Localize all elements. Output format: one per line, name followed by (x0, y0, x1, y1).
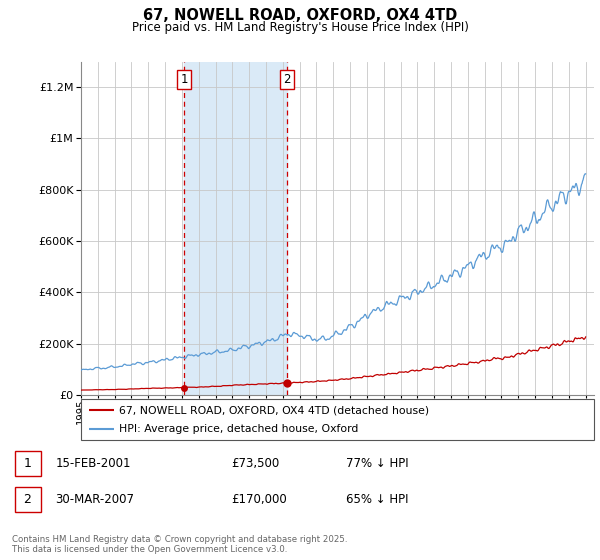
Text: Price paid vs. HM Land Registry's House Price Index (HPI): Price paid vs. HM Land Registry's House … (131, 21, 469, 34)
Text: 30-MAR-2007: 30-MAR-2007 (55, 493, 134, 506)
Text: 2: 2 (23, 493, 31, 506)
Text: 1: 1 (23, 457, 31, 470)
Text: 77% ↓ HPI: 77% ↓ HPI (346, 457, 409, 470)
Text: 15-FEB-2001: 15-FEB-2001 (55, 457, 131, 470)
Text: £73,500: £73,500 (231, 457, 279, 470)
Text: HPI: Average price, detached house, Oxford: HPI: Average price, detached house, Oxfo… (119, 424, 359, 433)
FancyBboxPatch shape (81, 399, 594, 440)
FancyBboxPatch shape (15, 487, 41, 512)
Text: 65% ↓ HPI: 65% ↓ HPI (346, 493, 409, 506)
Text: 2: 2 (283, 73, 290, 86)
Text: 67, NOWELL ROAD, OXFORD, OX4 4TD: 67, NOWELL ROAD, OXFORD, OX4 4TD (143, 8, 457, 24)
Text: 1: 1 (180, 73, 188, 86)
Text: £170,000: £170,000 (231, 493, 287, 506)
Text: Contains HM Land Registry data © Crown copyright and database right 2025.
This d: Contains HM Land Registry data © Crown c… (12, 535, 347, 554)
FancyBboxPatch shape (15, 451, 41, 476)
Text: 67, NOWELL ROAD, OXFORD, OX4 4TD (detached house): 67, NOWELL ROAD, OXFORD, OX4 4TD (detach… (119, 405, 430, 415)
